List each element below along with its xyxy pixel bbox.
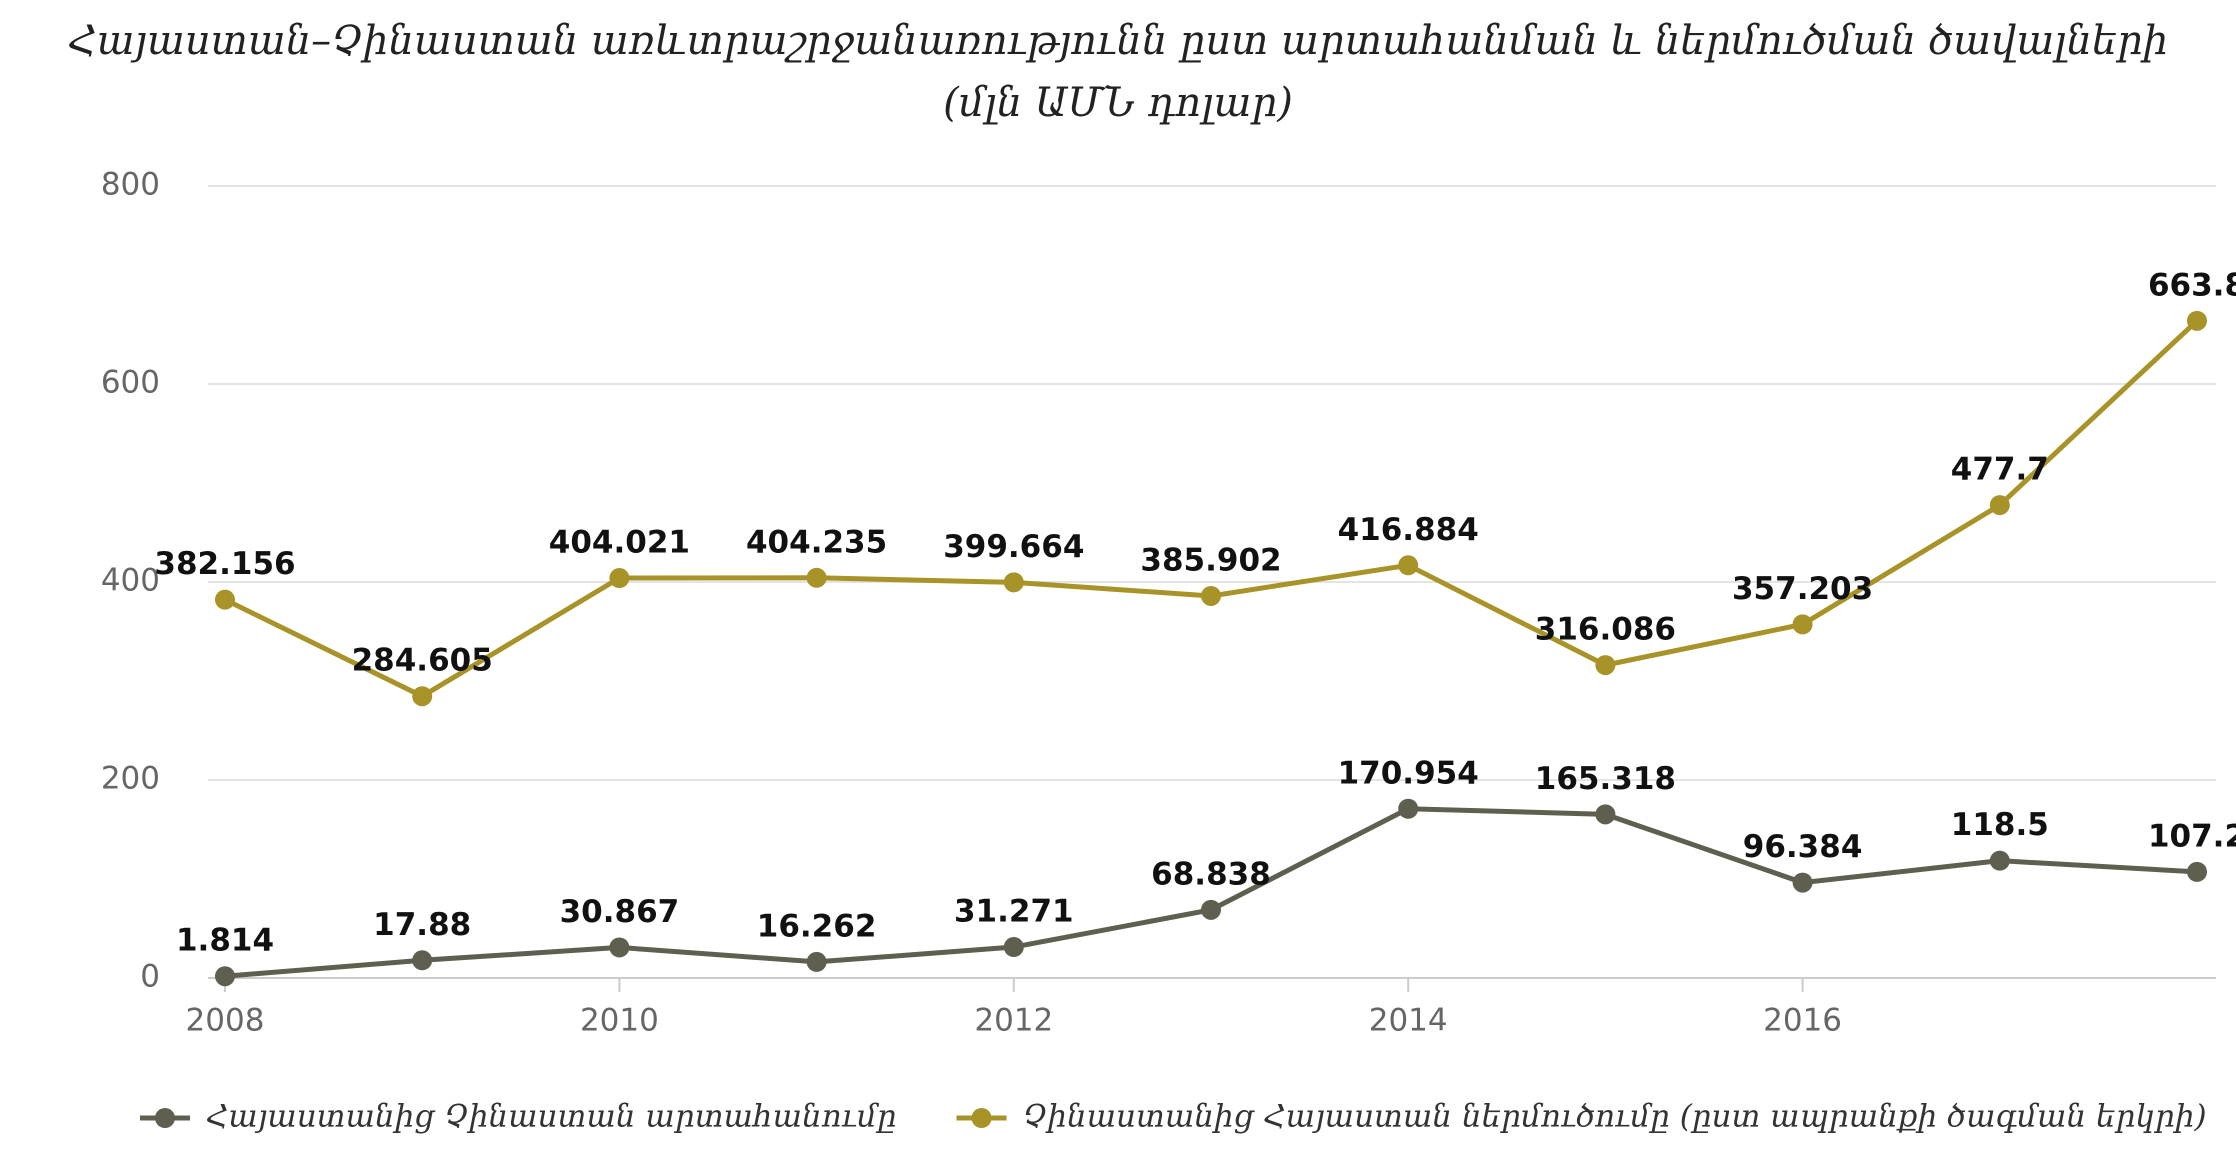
point [412, 686, 433, 707]
point [1003, 572, 1024, 593]
series-line [223, 319, 2199, 700]
data-label: 165.318 [1535, 761, 1676, 797]
x-tick-label: 2016 [1763, 1003, 1842, 1039]
point [1398, 555, 1419, 576]
y-tick-label: 600 [101, 365, 160, 401]
data-label: 107.2 [2148, 818, 2236, 854]
point [215, 966, 235, 987]
point [806, 951, 827, 972]
point [1201, 585, 1221, 606]
point [2187, 861, 2207, 882]
point [1595, 655, 1616, 676]
point [1398, 798, 1419, 819]
y-tick-label: 800 [101, 167, 160, 203]
point [1595, 804, 1616, 825]
data-label: 31.271 [954, 894, 1074, 930]
data-label: 96.384 [1743, 829, 1863, 865]
legend-label: Չինաստանից Հայաստան ներմուծումը (ըստ ապր… [1023, 1099, 2207, 1135]
data-label: 118.5 [1951, 807, 2049, 843]
data-label: 316.086 [1535, 612, 1676, 648]
data-label: 404.235 [746, 524, 887, 560]
data-label: 17.88 [373, 907, 471, 943]
data-label: 399.664 [943, 529, 1084, 565]
data-label: 663.8 [2148, 267, 2236, 303]
point [609, 937, 630, 958]
data-label: 416.884 [1338, 512, 1479, 548]
point [609, 568, 630, 589]
point [215, 589, 235, 610]
data-label: 404.021 [549, 525, 690, 561]
data-label: 382.156 [154, 546, 295, 582]
point [1792, 872, 1813, 893]
point [1792, 614, 1813, 635]
data-label: 1.814 [176, 923, 274, 959]
data-label: 284.605 [352, 643, 493, 679]
data-label: 477.7 [1951, 452, 2049, 488]
data-label: 30.867 [560, 894, 680, 930]
y-tick-label: 0 [140, 959, 160, 995]
data-label: 385.902 [1140, 542, 1281, 578]
point [1989, 850, 2010, 871]
point [412, 950, 433, 971]
data-label: 170.954 [1338, 755, 1479, 791]
data-label: 16.262 [757, 908, 877, 944]
point [1989, 495, 2010, 516]
y-tick-label: 200 [101, 761, 160, 797]
data-label: 68.838 [1151, 856, 1271, 892]
legend-marker [971, 1108, 992, 1128]
legend-marker [155, 1108, 175, 1128]
data-label: 357.203 [1732, 571, 1873, 607]
chart-title: Հայաստան–Չինաստան առևտրաշրջանառությունն … [67, 18, 2169, 126]
point [806, 567, 827, 588]
x-tick-label: 2012 [974, 1003, 1053, 1039]
x-tick-label: 2010 [580, 1003, 659, 1039]
y-tick-label: 400 [101, 563, 160, 599]
x-tick-label: 2014 [1369, 1003, 1448, 1039]
x-tick-label: 2008 [186, 1003, 265, 1039]
point [1003, 937, 1024, 958]
series-line [224, 806, 2198, 979]
point [1201, 899, 1221, 920]
legend-label: Հայաստանից Չինաստան արտահանումը [206, 1099, 897, 1135]
point [2187, 310, 2207, 331]
